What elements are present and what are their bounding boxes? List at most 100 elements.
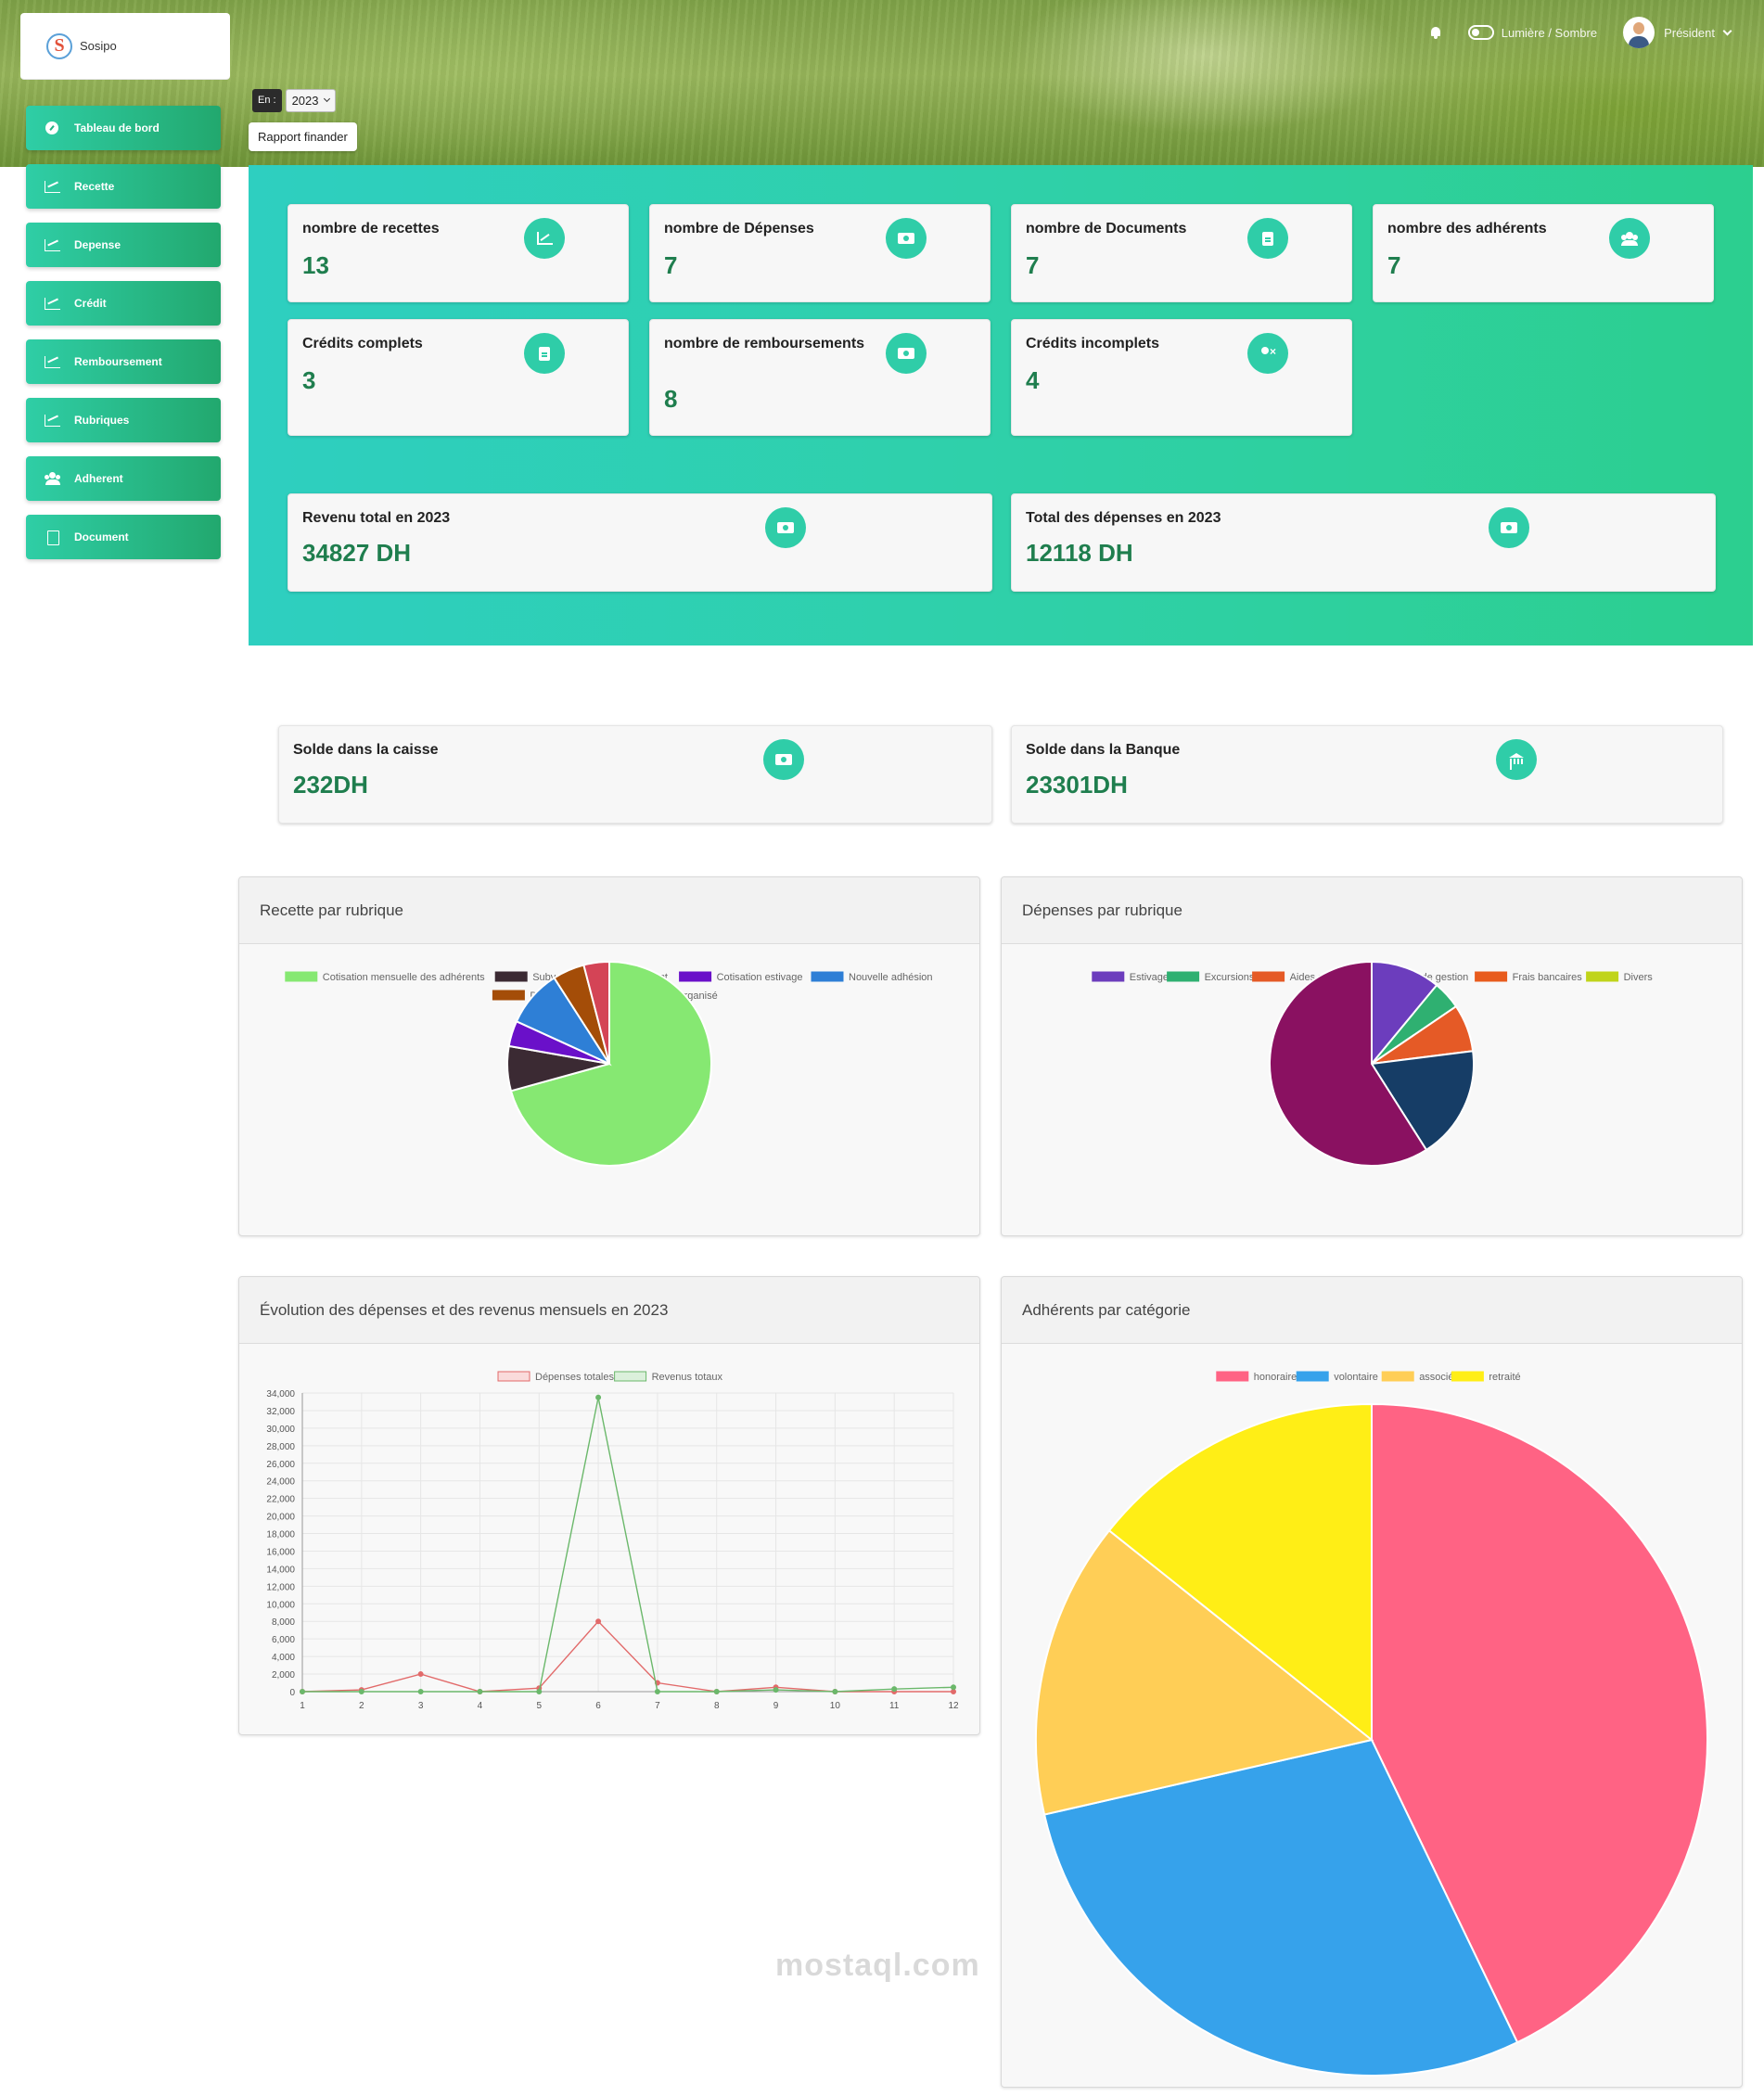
panel-title: Recette par rubrique: [239, 877, 979, 944]
legend-label[interactable]: associé: [1419, 1372, 1453, 1383]
toggle-switch-icon[interactable]: [1467, 25, 1494, 40]
data-point[interactable]: [951, 1684, 956, 1691]
year-select[interactable]: 2023: [285, 89, 336, 112]
stat-card: Crédits complets 3: [288, 319, 629, 436]
legend-label[interactable]: Frais bancaires: [1513, 972, 1583, 983]
chevron-down-icon[interactable]: [1722, 26, 1732, 35]
chart-line-icon: [45, 414, 61, 427]
sidebar-item-credit[interactable]: Crédit: [26, 281, 221, 326]
legend-swatch[interactable]: [494, 971, 528, 982]
legend-swatch[interactable]: [1167, 971, 1200, 982]
user-menu[interactable]: Président: [1623, 17, 1732, 48]
legend-swatch[interactable]: [679, 971, 712, 982]
card-title: Solde dans la caisse: [293, 742, 439, 758]
data-point[interactable]: [713, 1689, 720, 1694]
document-icon: [45, 530, 61, 545]
card-icon-badge: [886, 333, 927, 374]
pie-slice[interactable]: [582, 960, 610, 1065]
legend-label[interactable]: Divers: [1624, 972, 1654, 983]
sidebar-item-adherent[interactable]: Adherent: [26, 456, 221, 501]
evolution-line-chart: Dépenses totales Revenus totaux 0 2,000 4,00…: [266, 1371, 959, 1711]
sidebar-item-depense[interactable]: Depense: [26, 223, 221, 267]
sidebar-nav: Tableau de bord Recette Depense Crédit Rembo…: [20, 106, 230, 559]
card-title: nombre de Documents: [1026, 221, 1187, 236]
stat-card: nombre de Documents 7: [1011, 204, 1352, 302]
data-point[interactable]: [891, 1686, 898, 1693]
legend-label[interactable]: Excursions: [1205, 972, 1255, 983]
evolution-chart-panel: Évolution des dépenses et des revenus me…: [238, 1276, 980, 1735]
legend-label[interactable]: retraité: [1489, 1372, 1520, 1383]
legend-swatch[interactable]: [1252, 971, 1285, 982]
legend-label[interactable]: Cotisation estivage: [717, 972, 803, 983]
pie-slice[interactable]: [1370, 1050, 1475, 1152]
sidebar-item-document[interactable]: Document: [26, 515, 221, 559]
pie-slice[interactable]: [509, 960, 712, 1167]
card-title: nombre de remboursements: [664, 336, 865, 351]
x-tick-label: 6: [595, 1701, 601, 1711]
data-point[interactable]: [595, 1618, 602, 1625]
legend-swatch[interactable]: [1475, 971, 1508, 982]
data-point[interactable]: [358, 1689, 364, 1694]
sidebar-item-label: Rubriques: [74, 414, 130, 427]
legend-label[interactable]: Cotisation mensuelle des adhérents: [323, 972, 485, 983]
legend-swatch[interactable]: [1216, 1371, 1249, 1382]
report-button[interactable]: Rapport finander: [249, 122, 357, 151]
data-point[interactable]: [536, 1689, 543, 1694]
sidebar-item-label: Document: [74, 530, 129, 543]
legend-label[interactable]: Dépenses totales: [535, 1372, 614, 1383]
data-point[interactable]: [417, 1689, 424, 1694]
y-tick-label: 8,000: [272, 1617, 295, 1628]
depenses-pie-chart: EstivageExcursionsAides socialesFrais de…: [1092, 960, 1654, 1167]
card-icon-badge: [524, 218, 565, 259]
sidebar-item-remboursement[interactable]: Remboursement: [26, 339, 221, 384]
data-point[interactable]: [595, 1394, 602, 1400]
data-point[interactable]: [773, 1687, 779, 1693]
legend-label[interactable]: Nouvelle adhésion: [849, 972, 933, 983]
chart-line-icon: [45, 180, 61, 193]
pie-slice[interactable]: [1107, 1402, 1373, 1743]
data-point[interactable]: [300, 1689, 305, 1694]
depenses-chart-panel: Dépenses par rubrique Estivage Excursions…: [1001, 876, 1743, 1236]
x-tick-label: 3: [418, 1701, 424, 1711]
sidebar-item-tableau-de-bord[interactable]: Tableau de bord: [26, 106, 221, 150]
card-icon-badge: [1247, 218, 1288, 259]
legend-swatch[interactable]: [1451, 1371, 1484, 1382]
data-point[interactable]: [417, 1671, 424, 1678]
pie-slice[interactable]: [1042, 1738, 1519, 2077]
pie-slice[interactable]: [1371, 960, 1438, 1067]
theme-toggle[interactable]: Lumière / Sombre: [1467, 25, 1597, 40]
legend-swatch[interactable]: [1092, 971, 1125, 982]
legend-swatch[interactable]: [1296, 1371, 1329, 1382]
sidebar-item-recette[interactable]: Recette: [26, 164, 221, 209]
data-point[interactable]: [654, 1689, 660, 1694]
legend-swatch[interactable]: [1586, 971, 1619, 982]
legend-label[interactable]: Estivage: [1130, 972, 1169, 983]
legend-swatch[interactable]: [497, 1371, 530, 1382]
avatar[interactable]: [1623, 17, 1655, 48]
legend-label[interactable]: volontaire: [1334, 1372, 1378, 1383]
sidebar-item-label: Depense: [74, 238, 121, 251]
total-card: Total des dépenses en 2023 12118 DH: [1011, 493, 1716, 592]
pie-slice[interactable]: [1035, 1528, 1374, 1816]
legend-swatch[interactable]: [614, 1371, 647, 1382]
app-logo[interactable]: S Sosipo: [20, 13, 230, 80]
pie-slice[interactable]: [1269, 960, 1428, 1167]
legend-swatch[interactable]: [1381, 1371, 1414, 1382]
legend-swatch[interactable]: [285, 971, 318, 982]
card-value: 34827 DH: [302, 539, 412, 567]
data-point[interactable]: [477, 1689, 483, 1694]
legend-label[interactable]: honoraire: [1254, 1372, 1297, 1383]
adherents-pie-chart: honoraire volontaire associé retraité: [1035, 1371, 1708, 2077]
data-point[interactable]: [832, 1689, 838, 1694]
chevron-down-icon: [323, 95, 330, 103]
bell-icon[interactable]: [1429, 26, 1442, 39]
y-tick-label: 22,000: [266, 1495, 295, 1505]
y-tick-label: 10,000: [266, 1600, 295, 1610]
pie-slice[interactable]: [1371, 1402, 1708, 2044]
legend-swatch[interactable]: [492, 990, 525, 1001]
legend-label[interactable]: Revenus totaux: [652, 1372, 723, 1383]
legend-swatch[interactable]: [811, 971, 844, 982]
stat-card: nombre de Dépenses 7: [649, 204, 991, 302]
y-tick-label: 0: [289, 1688, 295, 1698]
sidebar-item-rubriques[interactable]: Rubriques: [26, 398, 221, 442]
